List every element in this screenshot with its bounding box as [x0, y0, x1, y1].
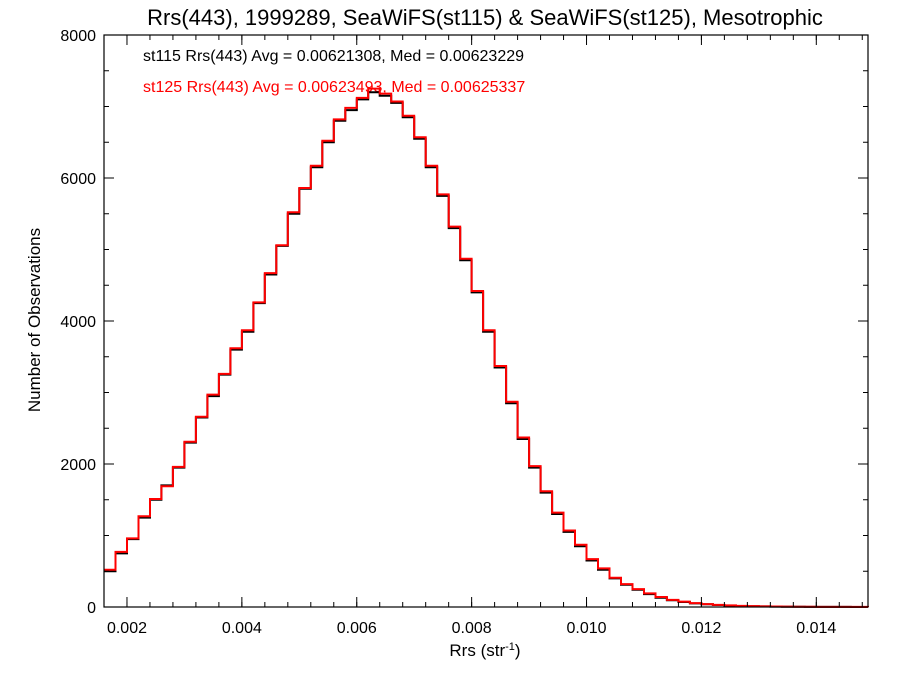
x-axis-label: Rrs (str-1): [449, 641, 520, 660]
annotation-st115-stats: st115 Rrs(443) Avg = 0.00621308, Med = 0…: [143, 48, 524, 65]
x-tick-label: 0.014: [796, 620, 836, 637]
x-tick-label: 0.012: [681, 620, 721, 637]
axes-layer: [103, 34, 869, 608]
x-tick-label: 0.010: [567, 620, 607, 637]
plot-frame: [103, 34, 869, 608]
x-tick-label: 0.008: [452, 620, 492, 637]
y-tick-label: 4000: [60, 314, 96, 331]
series-st115-line: [104, 91, 868, 608]
x-axis-label-superscript: -1: [505, 641, 515, 653]
y-tick-label: 2000: [60, 457, 96, 474]
y-axis-label: Number of Observations: [25, 228, 44, 412]
y-tick-label: 8000: [60, 28, 96, 45]
x-tick-label: 0.006: [337, 620, 377, 637]
x-axis-label-end: ): [515, 641, 521, 660]
series-st125-line: [104, 87, 869, 608]
x-tick-layer: 0.002 0.004 0.006 0.008 0.010 0.012 0.014: [103, 35, 863, 637]
x-tick-label: 0.004: [222, 620, 262, 637]
chart-title: Rrs(443), 1999289, SeaWiFS(st115) & SeaW…: [147, 5, 823, 30]
x-axis-label-main: Rrs (str: [449, 641, 505, 660]
x-tick-label: 0.002: [107, 620, 147, 637]
y-tick-label: 0: [87, 600, 96, 617]
y-tick-label: 6000: [60, 171, 96, 188]
annotation-st125-stats: st125 Rrs(443) Avg = 0.00623493, Med = 0…: [143, 79, 525, 96]
y-tick-layer: 0 2000 4000 6000 8000: [60, 28, 868, 617]
series-layer: [104, 87, 869, 608]
